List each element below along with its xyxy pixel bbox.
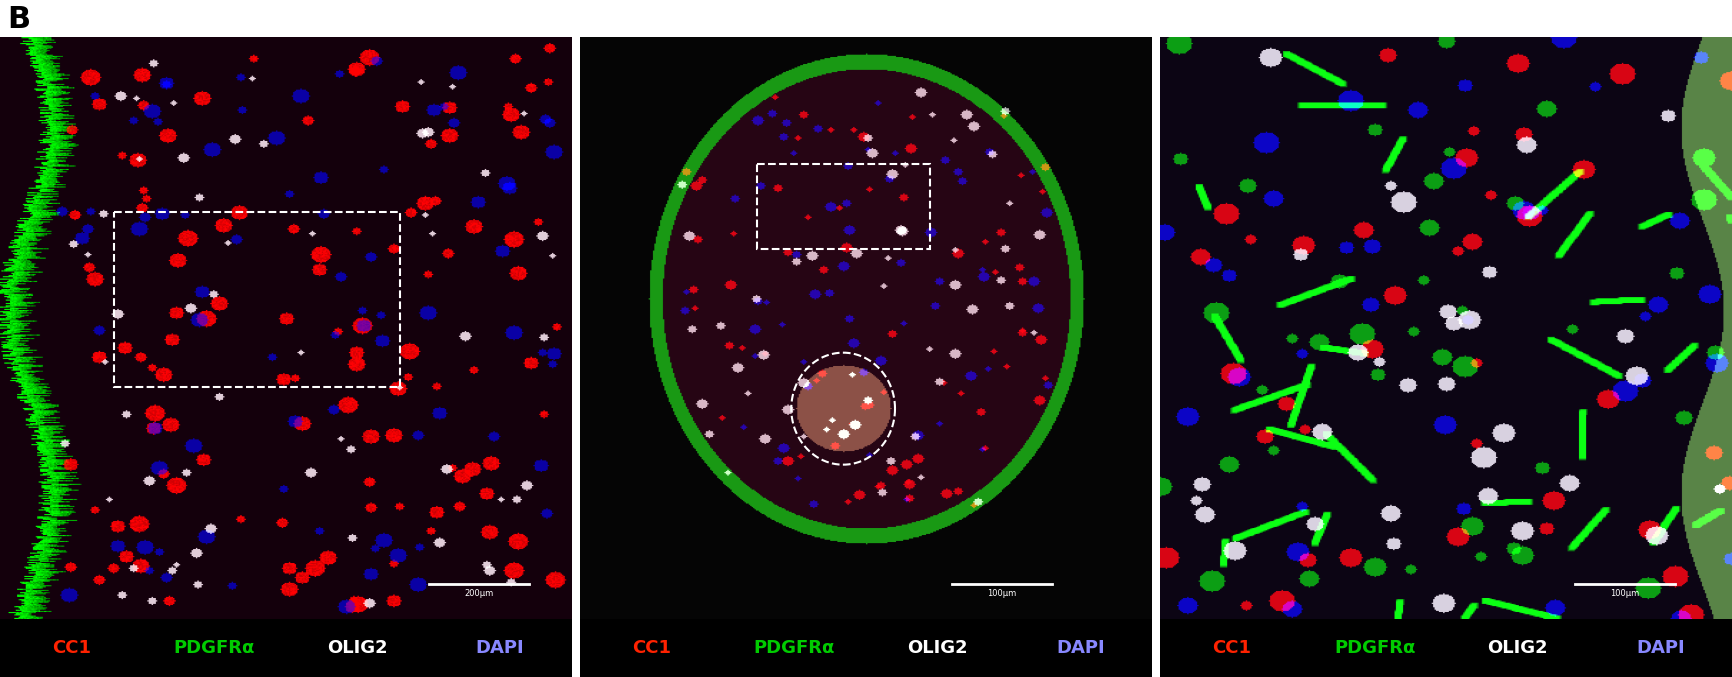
Text: 200μm: 200μm: [464, 589, 494, 598]
Text: 100μm: 100μm: [1611, 589, 1640, 598]
Text: 100μm: 100μm: [987, 589, 1017, 598]
Bar: [114, 212, 400, 387]
Text: DAPI: DAPI: [476, 639, 525, 657]
Text: CC1: CC1: [1212, 639, 1252, 657]
Text: OLIG2: OLIG2: [327, 639, 388, 657]
Text: CC1: CC1: [52, 639, 92, 657]
Text: DAPI: DAPI: [1057, 639, 1105, 657]
Text: PDGFRα: PDGFRα: [173, 639, 255, 657]
Text: PDGFRα: PDGFRα: [753, 639, 835, 657]
Text: OLIG2: OLIG2: [1488, 639, 1548, 657]
Text: PDGFRα: PDGFRα: [1334, 639, 1415, 657]
Text: B: B: [7, 5, 29, 33]
Text: DAPI: DAPI: [1637, 639, 1685, 657]
Bar: [757, 164, 930, 249]
Text: CC1: CC1: [632, 639, 672, 657]
Text: OLIG2: OLIG2: [908, 639, 968, 657]
